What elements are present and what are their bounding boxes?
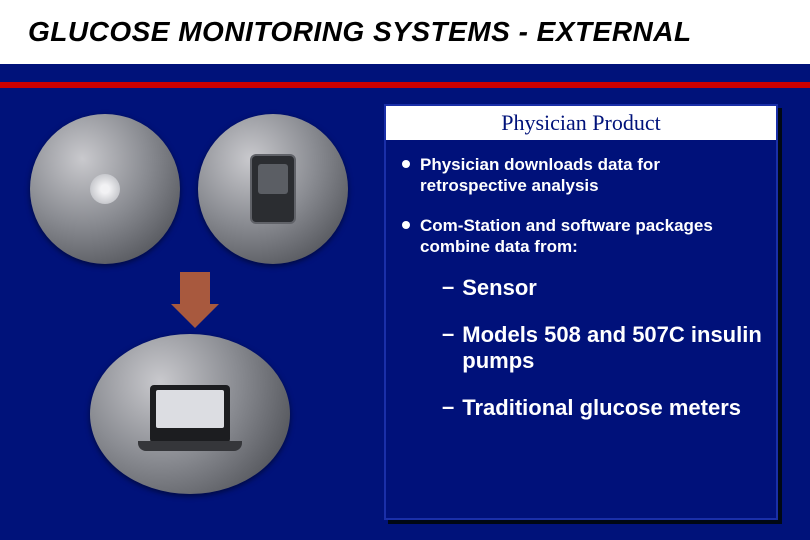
panel-header: Physician Product — [386, 106, 776, 140]
content-area: Physician Product Physician downloads da… — [0, 88, 810, 540]
sub-list: – Sensor – Models 508 and 507C insulin p… — [442, 275, 764, 420]
top-image-row — [30, 114, 390, 264]
left-column — [30, 114, 390, 494]
sub-text: Sensor — [462, 275, 537, 300]
bullet-dot-icon — [402, 221, 410, 229]
dash-icon: – — [442, 395, 454, 420]
sub-item: – Models 508 and 507C insulin pumps — [442, 322, 764, 373]
panel-body: Physician downloads data for retrospecti… — [386, 140, 776, 452]
sensor-photo — [30, 114, 180, 264]
title-bar: GLUCOSE MONITORING SYSTEMS - EXTERNAL — [0, 0, 810, 64]
sub-item: – Traditional glucose meters — [442, 395, 764, 420]
arrow-down-icon — [171, 272, 219, 328]
arrow-container — [30, 272, 360, 328]
bullet-text: Com-Station and software packages combin… — [420, 215, 764, 258]
bullet-item: Com-Station and software packages combin… — [402, 215, 764, 258]
bullet-dot-icon — [402, 160, 410, 168]
com-station-laptop-photo — [90, 334, 290, 494]
laptop-icon — [150, 385, 230, 443]
slide-title: GLUCOSE MONITORING SYSTEMS - EXTERNAL — [28, 16, 692, 48]
panel-header-text: Physician Product — [501, 110, 661, 136]
bullet-text: Physician downloads data for retrospecti… — [420, 154, 764, 197]
sub-text: Models 508 and 507C insulin pumps — [462, 322, 764, 373]
monitor-device-photo — [198, 114, 348, 264]
bullet-item: Physician downloads data for retrospecti… — [402, 154, 764, 197]
sub-text: Traditional glucose meters — [462, 395, 741, 420]
dash-icon: – — [442, 275, 454, 300]
sub-item: – Sensor — [442, 275, 764, 300]
sensor-icon — [90, 174, 120, 204]
dash-icon: – — [442, 322, 454, 373]
info-panel: Physician Product Physician downloads da… — [384, 104, 778, 520]
monitor-device-icon — [250, 154, 296, 224]
